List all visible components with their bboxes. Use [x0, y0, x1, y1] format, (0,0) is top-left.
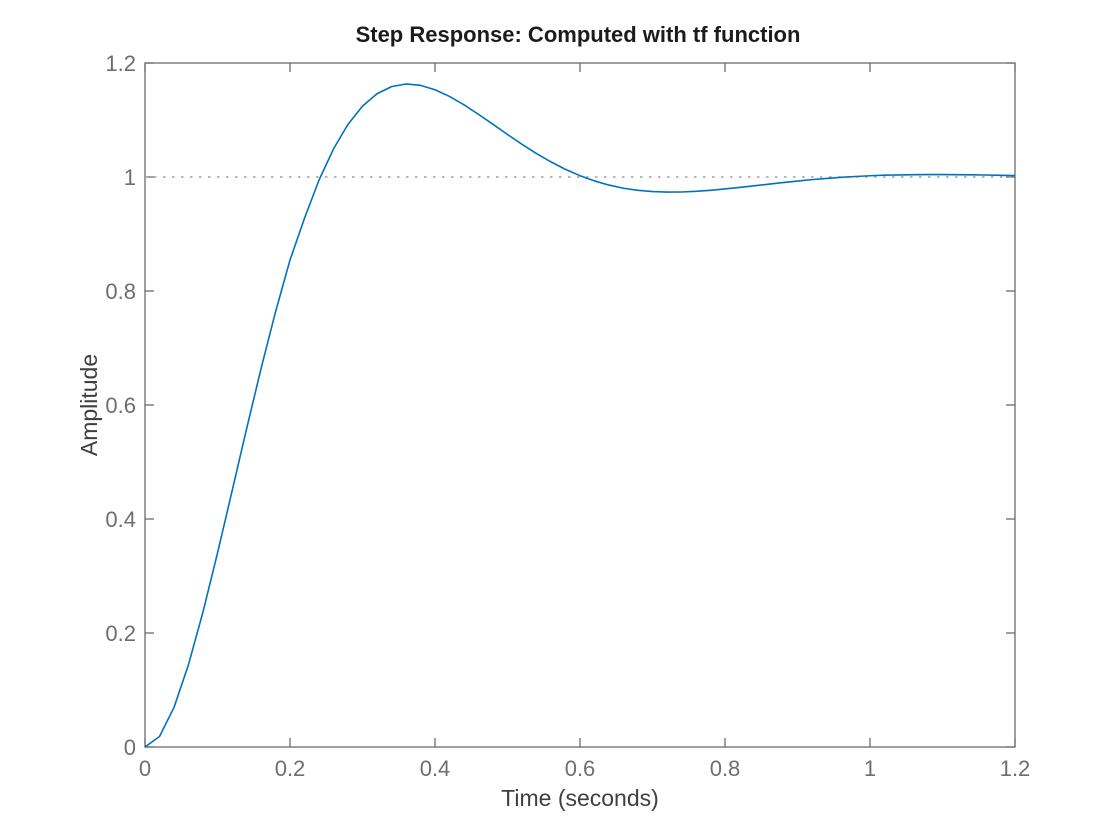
x-tick-label: 1: [864, 756, 876, 781]
y-tick-label: 0: [124, 735, 136, 760]
step-response-line: [144, 83, 1016, 748]
x-tick-label: 0.8: [710, 756, 741, 781]
y-tick-label: 0.6: [105, 393, 136, 418]
plot-series: [144, 83, 1016, 748]
y-axis-label: Amplitude: [76, 354, 102, 456]
axes: 0 0.2 0.4 0.6 0.8 1 1.2 0 0.2 0.4 0.6 0.8 1 1.2: [105, 51, 1030, 781]
plot-box: [144, 62, 1016, 748]
x-axis-label: Time (seconds): [501, 785, 659, 811]
y-tick-label: 0.4: [105, 507, 136, 532]
x-tick-label: 0.4: [420, 756, 451, 781]
x-tick-label: 0.2: [275, 756, 306, 781]
x-tick-label: 1.2: [1000, 756, 1031, 781]
chart-title: Step Response: Computed with tf function: [356, 22, 801, 47]
y-tick-label: 1.2: [105, 51, 136, 76]
x-tick-label: 0: [139, 756, 151, 781]
y-tick-label: 0.2: [105, 621, 136, 646]
y-tick-label: 1: [124, 165, 136, 190]
x-tick-label: 0.6: [565, 756, 596, 781]
y-tick-label: 0.8: [105, 279, 136, 304]
